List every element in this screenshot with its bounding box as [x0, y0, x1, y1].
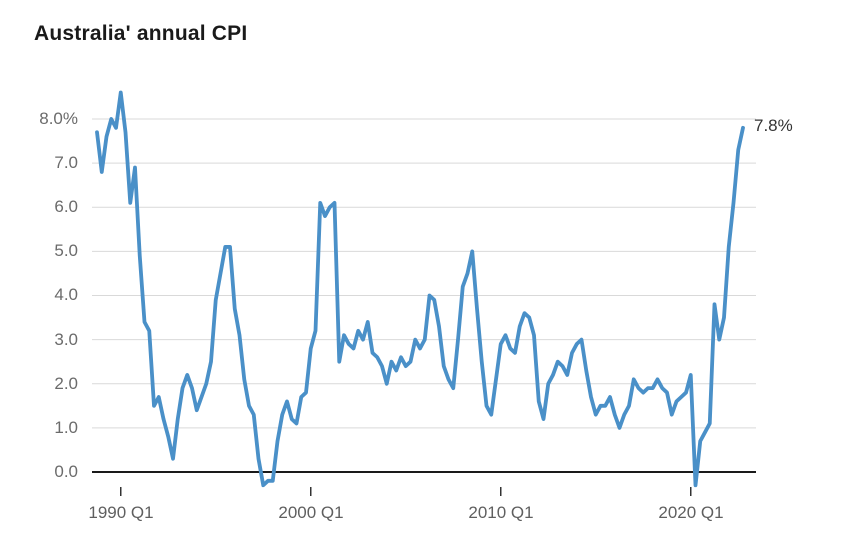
cpi-line [95, 90, 745, 488]
y-axis-label: 4.0 [54, 285, 78, 304]
x-axis-label: 2000 Q1 [278, 503, 344, 522]
x-axis-label: 2010 Q1 [468, 503, 534, 522]
latest-value-label: 7.8% [754, 116, 793, 135]
x-axis-label: 1990 Q1 [88, 503, 154, 522]
y-axis-label: 2.0 [54, 374, 78, 393]
y-axis-label: 5.0 [54, 241, 78, 260]
y-axis-label: 7.0 [54, 153, 78, 172]
y-axis-label: 3.0 [54, 330, 78, 349]
y-axis-label: 1.0 [54, 418, 78, 437]
x-axis-label: 2020 Q1 [658, 503, 724, 522]
y-axis-label: 6.0 [54, 197, 78, 216]
chart-title: Australia' annual CPI [34, 22, 248, 45]
y-axis-label: 0.0 [54, 462, 78, 481]
y-axis-label: 8.0% [39, 109, 78, 128]
